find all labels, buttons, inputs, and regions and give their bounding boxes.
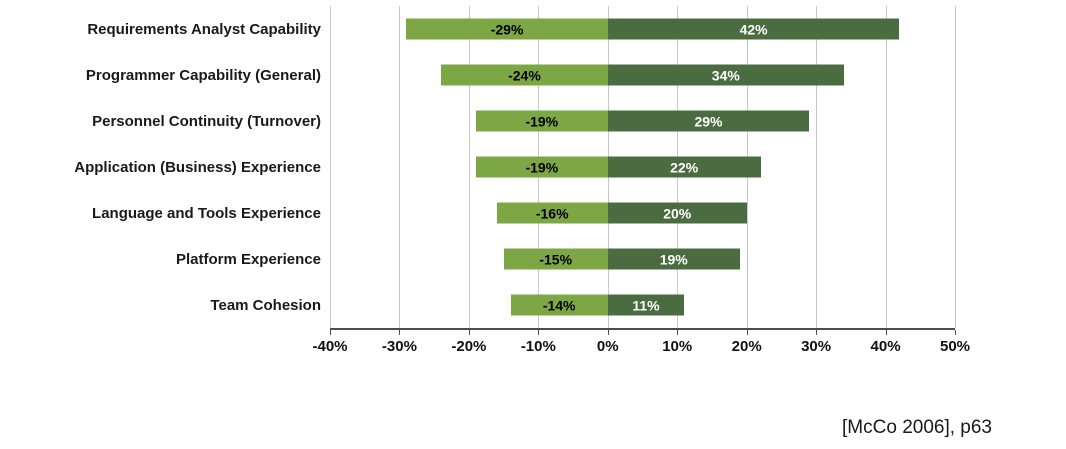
x-tick-label: 20% bbox=[731, 338, 762, 355]
positive-bar: 29% bbox=[607, 110, 810, 132]
plot-wrap: -29% 42% -24% 34% -19% 29% -19% 22% -16% 20% -15% 1… bbox=[312, 6, 970, 360]
bar-row: -16% 20% bbox=[330, 190, 955, 236]
positive-bar: 42% bbox=[607, 18, 900, 40]
x-tick-mark bbox=[330, 330, 331, 335]
x-tick-label: 0% bbox=[596, 338, 619, 355]
bar-row: -29% 42% bbox=[330, 6, 955, 52]
negative-bar: -19% bbox=[475, 156, 608, 178]
negative-bar: -19% bbox=[475, 110, 608, 132]
x-tick-mark bbox=[746, 330, 748, 335]
negative-bar: -14% bbox=[510, 294, 608, 316]
positive-bar: 34% bbox=[607, 64, 844, 86]
bar-row: -15% 19% bbox=[330, 236, 955, 282]
x-tick-label: 40% bbox=[870, 338, 901, 355]
positive-bar: 22% bbox=[607, 156, 761, 178]
category-label: Team Cohesion bbox=[210, 296, 321, 314]
x-tick-label: -30% bbox=[381, 338, 417, 355]
category-labels: Requirements Analyst Capability Programme… bbox=[0, 6, 330, 360]
bar-row: -14% 11% bbox=[330, 282, 955, 328]
negative-bar: -24% bbox=[441, 64, 608, 86]
x-tick-mark bbox=[538, 330, 540, 335]
citation: [McCo 2006], p63 bbox=[842, 417, 992, 438]
positive-bar: 20% bbox=[607, 202, 747, 224]
negative-bar: -16% bbox=[496, 202, 608, 224]
x-tick-label: -20% bbox=[451, 338, 487, 355]
x-axis: -40% -30% -20% -10% 0% 10% 20% 30% 40% 50% bbox=[312, 330, 970, 360]
diverging-bar-chart: Requirements Analyst Capability Programme… bbox=[0, 6, 970, 360]
gridline bbox=[816, 6, 818, 328]
category-label: Language and Tools Experience bbox=[92, 204, 321, 222]
category-label: Personnel Continuity (Turnover) bbox=[92, 112, 321, 130]
negative-bar: -15% bbox=[503, 248, 608, 270]
x-tick-mark bbox=[955, 330, 956, 335]
x-tick-mark bbox=[399, 330, 401, 335]
category-label: Platform Experience bbox=[175, 250, 321, 268]
positive-bar: 19% bbox=[607, 248, 740, 270]
positive-bar: 11% bbox=[607, 294, 685, 316]
gridline bbox=[468, 6, 470, 328]
bar-row: -24% 34% bbox=[330, 52, 955, 98]
x-tick-mark bbox=[885, 330, 887, 335]
gridline bbox=[885, 6, 887, 328]
x-tick-label: 50% bbox=[939, 338, 971, 355]
gridline bbox=[399, 6, 401, 328]
negative-bar: -29% bbox=[406, 18, 608, 40]
x-tick-mark bbox=[816, 330, 818, 335]
x-tick-label: -40% bbox=[312, 338, 348, 355]
x-tick-label: -10% bbox=[520, 338, 556, 355]
gridline bbox=[955, 6, 956, 328]
gridline bbox=[330, 6, 331, 328]
category-label: Application (Business) Experience bbox=[74, 158, 321, 176]
category-label: Requirements Analyst Capability bbox=[87, 20, 321, 38]
category-label: Programmer Capability (General) bbox=[85, 66, 321, 84]
x-tick-label: 10% bbox=[662, 338, 693, 355]
x-tick-mark bbox=[677, 330, 679, 335]
bar-row: -19% 29% bbox=[330, 98, 955, 144]
plot-area: -29% 42% -24% 34% -19% 29% -19% 22% -16% 20% -15% 1… bbox=[330, 6, 956, 330]
x-tick-mark bbox=[468, 330, 470, 335]
x-tick-mark bbox=[607, 330, 609, 335]
bar-row: -19% 22% bbox=[330, 144, 955, 190]
x-tick-label: 30% bbox=[801, 338, 832, 355]
